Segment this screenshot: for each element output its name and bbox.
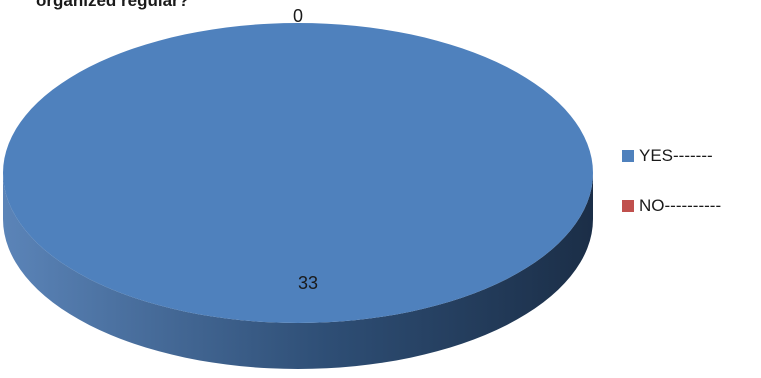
data-label-yes: 33 <box>298 273 318 293</box>
legend-label-no: NO---------- <box>639 196 722 215</box>
pie-slice-yes <box>3 23 593 323</box>
chart-title: organized regular? <box>36 0 190 10</box>
legend-item-no: NO---------- <box>622 196 721 216</box>
legend: YES------- NO---------- <box>622 146 721 246</box>
data-label-no: 0 <box>293 6 303 26</box>
legend-item-yes: YES------- <box>622 146 721 166</box>
legend-swatch-yes <box>622 150 634 162</box>
legend-label-yes: YES------- <box>639 146 713 165</box>
pie-side-yes <box>3 173 593 369</box>
legend-swatch-no <box>622 200 634 212</box>
